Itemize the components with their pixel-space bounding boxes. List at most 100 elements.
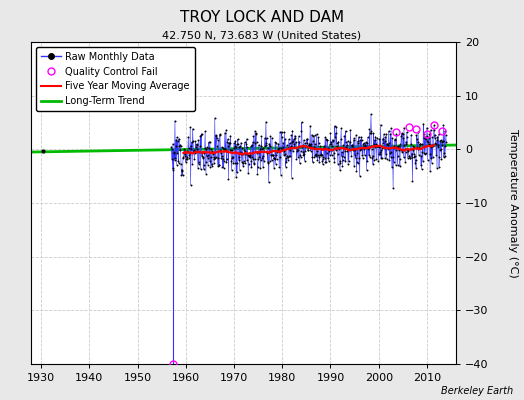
Point	[235, 144, 244, 150]
Point	[171, 155, 180, 161]
Point	[399, 131, 407, 137]
Point	[403, 134, 411, 140]
Point	[208, 160, 216, 167]
Point	[197, 132, 205, 138]
Point	[365, 126, 374, 133]
Point	[186, 124, 194, 130]
Point	[312, 153, 320, 159]
Point	[389, 184, 397, 191]
Point	[336, 136, 345, 142]
Point	[394, 152, 402, 159]
Point	[402, 129, 411, 136]
Point	[366, 128, 375, 134]
Point	[175, 143, 183, 149]
Point	[288, 139, 296, 145]
Point	[385, 128, 393, 134]
Point	[173, 150, 181, 156]
Point	[424, 135, 433, 142]
Point	[353, 158, 361, 165]
Point	[223, 136, 232, 142]
Point	[335, 146, 343, 152]
Point	[262, 140, 270, 146]
Point	[429, 142, 437, 148]
Point	[438, 139, 446, 145]
Point	[408, 150, 416, 157]
Point	[192, 144, 200, 150]
Point	[187, 182, 195, 188]
Point	[300, 150, 308, 157]
Point	[271, 139, 279, 146]
Point	[310, 132, 319, 138]
Point	[259, 164, 267, 170]
Point	[248, 142, 256, 148]
Point	[207, 146, 215, 152]
Point	[348, 142, 357, 148]
Point	[314, 152, 322, 159]
Point	[304, 147, 312, 153]
Point	[440, 150, 449, 156]
Point	[199, 154, 208, 161]
Point	[206, 138, 214, 145]
Point	[264, 159, 272, 166]
Point	[167, 143, 176, 150]
Point	[217, 144, 226, 150]
Point	[325, 141, 334, 148]
Point	[315, 158, 324, 165]
Point	[317, 152, 325, 158]
Point	[332, 124, 341, 130]
Point	[359, 155, 367, 161]
Point	[359, 140, 367, 147]
Point	[405, 152, 413, 159]
Point	[420, 130, 428, 137]
Point	[395, 156, 403, 162]
Point	[238, 151, 247, 157]
Point	[213, 143, 222, 149]
Point	[302, 136, 311, 142]
Point	[416, 141, 424, 147]
Point	[319, 154, 328, 160]
Point	[424, 139, 432, 146]
Point	[316, 143, 324, 149]
Point	[191, 150, 199, 156]
Point	[179, 154, 188, 160]
Point	[376, 148, 385, 155]
Point	[416, 141, 424, 147]
Point	[417, 162, 425, 169]
Point	[227, 147, 235, 153]
Point	[211, 115, 219, 122]
Point	[289, 148, 297, 155]
Point	[248, 154, 256, 160]
Point	[410, 153, 419, 160]
Point	[435, 163, 443, 170]
Point	[202, 170, 210, 177]
Point	[192, 149, 201, 155]
Point	[372, 156, 380, 162]
Point	[279, 140, 287, 146]
Point	[193, 142, 201, 148]
Point	[185, 152, 193, 158]
Point	[407, 131, 416, 138]
Point	[321, 134, 329, 140]
Point	[255, 149, 263, 156]
Point	[334, 145, 343, 151]
Point	[290, 144, 299, 150]
Point	[354, 138, 362, 144]
Point	[357, 146, 365, 153]
Point	[237, 159, 246, 165]
Point	[278, 146, 287, 152]
Point	[421, 134, 430, 140]
Point	[274, 146, 282, 153]
Point	[353, 150, 362, 156]
Point	[333, 143, 341, 150]
Point	[364, 145, 373, 152]
Point	[251, 128, 259, 134]
Point	[288, 174, 296, 181]
Point	[168, 146, 176, 152]
Point	[219, 156, 227, 162]
Point	[301, 139, 309, 146]
Point	[252, 131, 260, 137]
Point	[305, 143, 313, 150]
Point	[182, 159, 190, 165]
Point	[350, 163, 358, 169]
Point	[176, 147, 184, 153]
